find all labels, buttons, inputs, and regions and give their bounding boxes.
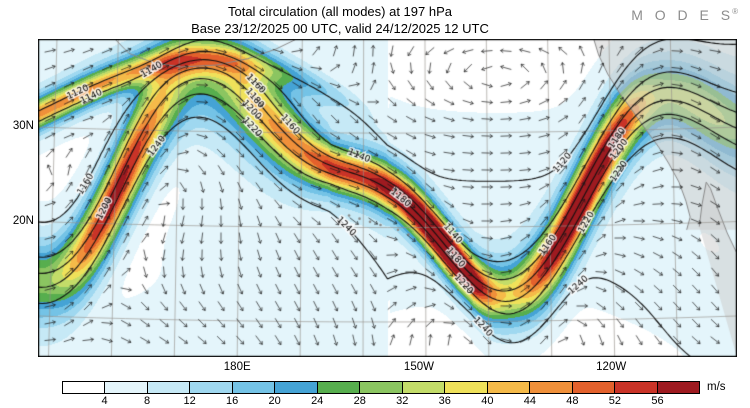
colorbar-tick-52: 52 bbox=[608, 395, 622, 407]
colorbar-tick-40: 40 bbox=[481, 395, 494, 407]
modes-logo-text: M O D E S bbox=[631, 7, 735, 23]
colorbar-units-label: m/s bbox=[707, 381, 726, 393]
x-axis-tick-150W: 150W bbox=[403, 361, 434, 373]
colorbar-segment-2 bbox=[146, 382, 190, 393]
colorbar-tick-48: 48 bbox=[566, 395, 579, 407]
chart-header: Total circulation (all modes) at 197 hPa… bbox=[60, 3, 620, 37]
colorbar-tick-4: 4 bbox=[101, 395, 108, 407]
modes-logo: M O D E S® bbox=[631, 7, 738, 23]
colorbar-tick-36: 36 bbox=[438, 395, 451, 407]
y-axis-tick-20N: 20N bbox=[12, 214, 34, 227]
colorbar-tick-16: 16 bbox=[226, 395, 239, 407]
colorbar-tick-28: 28 bbox=[353, 395, 366, 407]
colorbar-segment-11 bbox=[529, 382, 572, 393]
chart-title: Total circulation (all modes) at 197 hPa bbox=[227, 4, 452, 19]
colorbar-segment-12 bbox=[571, 382, 615, 393]
colorbar-segment-14 bbox=[656, 382, 700, 393]
colorbar-segment-5 bbox=[274, 382, 317, 393]
chart-subtitle: Base 23/12/2025 00 UTC, valid 24/12/2025… bbox=[191, 21, 489, 36]
y-axis-tick-30N: 30N bbox=[12, 120, 34, 133]
registered-trademark-icon: ® bbox=[732, 7, 738, 16]
colorbar-segment-7 bbox=[359, 382, 402, 393]
colorbar-segment-10 bbox=[486, 382, 530, 393]
colorbar-segment-6 bbox=[316, 382, 360, 393]
colorbar-segment-1 bbox=[104, 382, 147, 393]
colorbar-tick-44: 44 bbox=[523, 395, 536, 407]
colorbar-tick-8: 8 bbox=[144, 395, 151, 407]
weather-map-canvas bbox=[38, 39, 737, 357]
colorbar-segment-13 bbox=[614, 382, 657, 393]
colorbar bbox=[62, 381, 700, 394]
colorbar-segment-9 bbox=[444, 382, 487, 393]
x-axis-tick-120W: 120W bbox=[596, 361, 627, 373]
x-axis-tick-180E: 180E bbox=[223, 361, 251, 373]
colorbar-segment-0 bbox=[63, 382, 105, 393]
colorbar-tick-32: 32 bbox=[396, 395, 409, 407]
colorbar-tick-24: 24 bbox=[311, 395, 324, 407]
colorbar-tick-20: 20 bbox=[268, 395, 281, 407]
colorbar-tick-12: 12 bbox=[183, 395, 196, 407]
map-area bbox=[38, 39, 737, 357]
colorbar-segment-3 bbox=[189, 382, 232, 393]
colorbar-segment-8 bbox=[401, 382, 445, 393]
colorbar-segment-4 bbox=[231, 382, 275, 393]
colorbar-tick-56: 56 bbox=[651, 395, 664, 407]
